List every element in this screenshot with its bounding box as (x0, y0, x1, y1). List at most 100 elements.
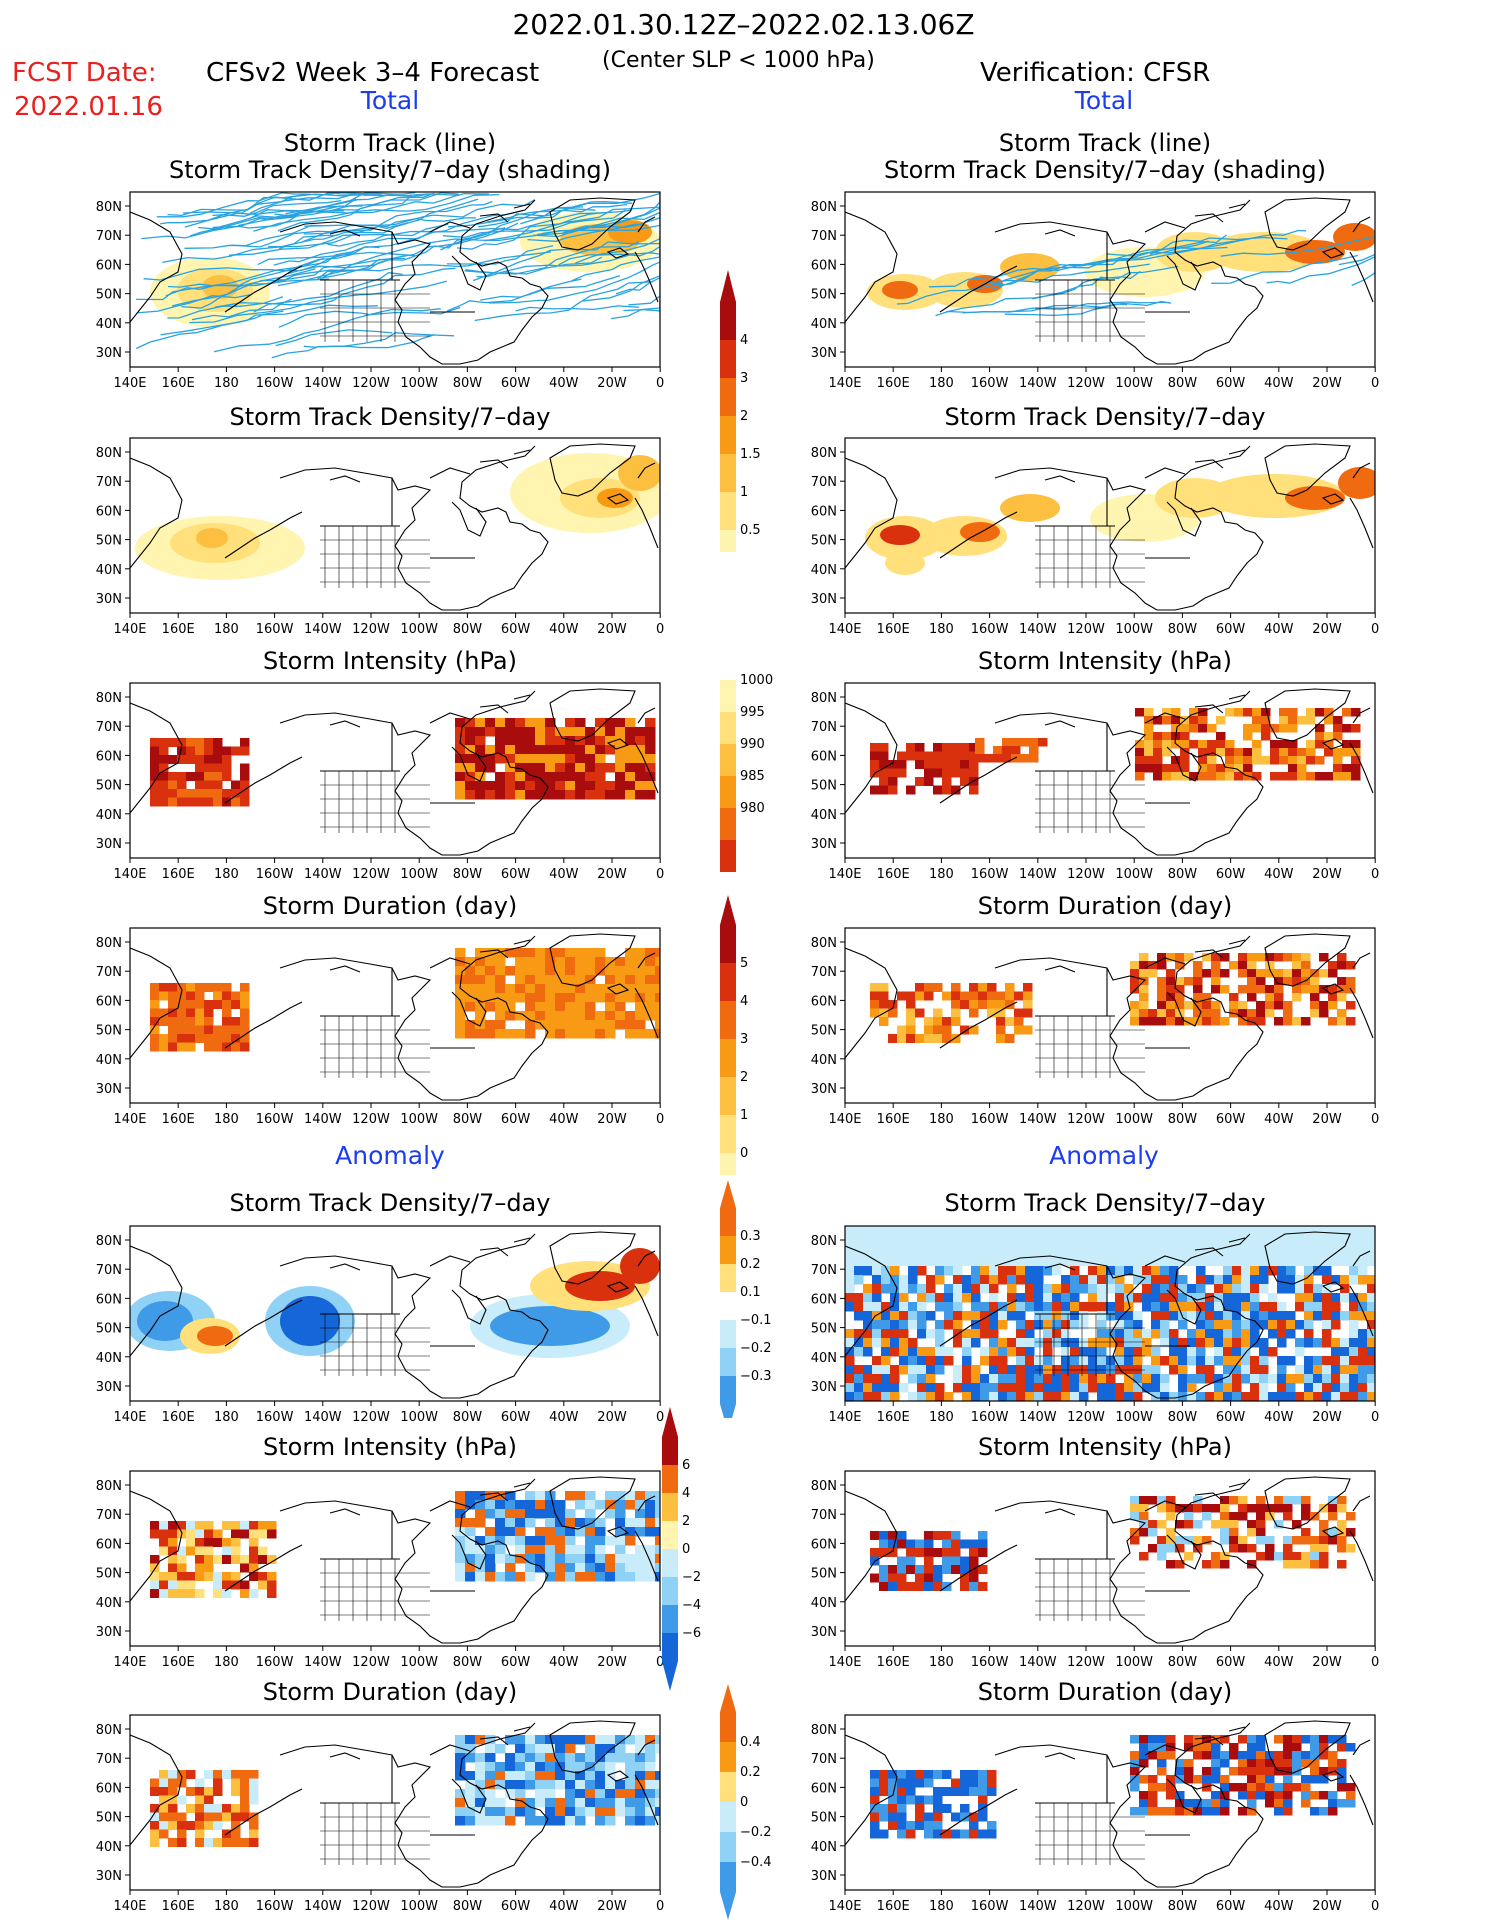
lon-tick-label: 160W (971, 376, 1009, 391)
lon-tick-label: 80W (453, 376, 483, 391)
lat-tick-label: 40N (96, 1840, 122, 1855)
title-density-anom-left: Storm Track Density/7–day (229, 1189, 551, 1217)
lon-tick-label: 160E (162, 376, 195, 391)
lon-tick-label: 160E (162, 1410, 195, 1425)
lon-tick-label: 140E (113, 622, 146, 637)
lon-tick-label: 140W (1019, 376, 1057, 391)
title-density-right: Storm Track Density/7–day (944, 403, 1266, 431)
lon-tick-label: 20W (597, 1410, 627, 1425)
lat-tick-label: 80N (96, 1479, 122, 1494)
lat-tick-label: 70N (811, 1752, 837, 1767)
lat-tick-label: 60N (96, 1781, 122, 1796)
lon-tick-label: 80W (453, 622, 483, 637)
lat-tick-label: 60N (811, 749, 837, 764)
lon-tick-label: 60W (1216, 1655, 1246, 1670)
colorbar-label: 3 (740, 1032, 748, 1047)
lon-tick-label: 140W (304, 622, 342, 637)
lat-tick-label: 40N (811, 1351, 837, 1366)
lat-tick-label: 50N (96, 534, 122, 549)
lon-tick-label: 180 (929, 622, 954, 637)
colorbar-label: −2 (682, 1570, 701, 1585)
lon-tick-label: 40W (1264, 622, 1294, 637)
lon-tick-label: 140W (304, 1112, 342, 1127)
lon-tick-label: 100W (1115, 1899, 1153, 1914)
lat-tick-label: 60N (96, 504, 122, 519)
lat-tick-label: 70N (811, 1508, 837, 1523)
lon-tick-label: 160E (877, 867, 910, 882)
lat-tick-label: 70N (96, 475, 122, 490)
lat-tick-label: 70N (96, 720, 122, 735)
lon-tick-label: 160W (256, 867, 294, 882)
lat-tick-label: 80N (811, 1234, 837, 1249)
lat-tick-label: 50N (96, 1567, 122, 1582)
lat-tick-label: 50N (96, 1811, 122, 1826)
lat-tick-label: 50N (811, 779, 837, 794)
date-range-title: 2022.01.30.12Z–2022.02.13.06Z (512, 8, 975, 41)
lon-tick-label: 180 (214, 622, 239, 637)
colorbar-label: −0.2 (740, 1825, 772, 1840)
lon-tick-label: 120W (1067, 1112, 1105, 1127)
lat-tick-label: 40N (811, 563, 837, 578)
lon-tick-label: 140W (1019, 1112, 1057, 1127)
lon-tick-label: 180 (214, 1112, 239, 1127)
lon-tick-label: 0 (656, 1410, 664, 1425)
lon-tick-label: 140E (113, 1112, 146, 1127)
lon-tick-label: 60W (1216, 376, 1246, 391)
lat-tick-label: 50N (811, 534, 837, 549)
lon-tick-label: 160E (877, 1655, 910, 1670)
lat-tick-label: 40N (96, 808, 122, 823)
lat-tick-label: 30N (811, 1082, 837, 1097)
map-panel-density-anom-left: 80N 70N 60N 50N 40N 30N 140E 160E 180 160W 140W 120… (96, 1225, 664, 1425)
lat-tick-label: 60N (811, 1781, 837, 1796)
map-panel-duration-anom-left: 80N 70N 60N 50N 40N 30N 140E 160E 180 160W 140W 120… (96, 1714, 664, 1914)
colorbar-label: 4 (740, 994, 748, 1009)
lon-tick-label: 160E (877, 376, 910, 391)
lat-tick-label: 70N (96, 229, 122, 244)
lat-tick-label: 30N (96, 1380, 122, 1395)
lat-tick-label: 80N (96, 691, 122, 706)
lon-tick-label: 40W (549, 867, 579, 882)
lon-tick-label: 160E (162, 622, 195, 637)
lon-tick-label: 20W (1312, 1655, 1342, 1670)
lon-tick-label: 160W (256, 1410, 294, 1425)
lat-tick-label: 40N (811, 808, 837, 823)
lon-tick-label: 140E (828, 1410, 861, 1425)
lon-tick-label: 140W (1019, 1410, 1057, 1425)
map-panel-track-left: 80N 70N 60N 50N 40N 30N 140E 160E 180 160W 140W 120… (96, 191, 664, 391)
lon-tick-label: 160W (971, 867, 1009, 882)
title-duration-right: Storm Duration (day) (977, 892, 1233, 920)
lat-tick-label: 80N (96, 1234, 122, 1249)
colorbar-label: 0.4 (740, 1735, 761, 1750)
lon-tick-label: 120W (1067, 867, 1105, 882)
colorbar-label: 0.1 (740, 1285, 761, 1300)
title-duration-anom-left: Storm Duration (day) (262, 1678, 518, 1706)
lon-tick-label: 0 (1371, 867, 1379, 882)
lat-tick-label: 80N (811, 691, 837, 706)
lon-tick-label: 0 (1371, 1655, 1379, 1670)
lat-tick-label: 80N (96, 446, 122, 461)
lat-tick-label: 60N (96, 1292, 122, 1307)
lon-tick-label: 160E (877, 1899, 910, 1914)
lat-tick-label: 70N (811, 720, 837, 735)
colorbar-label: 985 (740, 769, 765, 784)
title-track-shading-right: Storm Track Density/7–day (shading) (883, 156, 1327, 184)
lon-tick-label: 0 (1371, 1410, 1379, 1425)
lon-tick-label: 120W (1067, 1655, 1105, 1670)
lon-tick-label: 100W (400, 1899, 438, 1914)
colorbar-density-total: 4 3 2 1.5 1 0.5 (720, 270, 761, 552)
title-track-line-left: Storm Track (line) (283, 129, 497, 157)
slp-note: (Center SLP < 1000 hPa) (602, 48, 875, 73)
lon-tick-label: 60W (1216, 1410, 1246, 1425)
colorbar-label: 5 (740, 956, 748, 971)
section-anomaly-left: Anomaly (335, 1141, 445, 1170)
lat-tick-label: 70N (811, 1263, 837, 1278)
lon-tick-label: 80W (1168, 1112, 1198, 1127)
lon-tick-label: 160E (877, 1410, 910, 1425)
lon-tick-label: 40W (549, 376, 579, 391)
lon-tick-label: 140W (304, 376, 342, 391)
colorbar-density-anom: 0.3 0.2 0.1 −0.1 −0.2 −0.3 (720, 1180, 772, 1418)
lat-tick-label: 50N (811, 1567, 837, 1582)
lon-tick-label: 100W (1115, 1410, 1153, 1425)
lon-tick-label: 120W (352, 867, 390, 882)
lon-tick-label: 40W (1264, 1899, 1294, 1914)
